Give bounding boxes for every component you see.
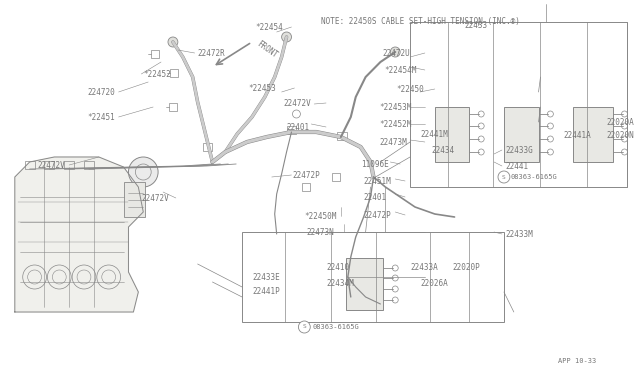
Text: 11096E: 11096E (361, 160, 388, 169)
Circle shape (498, 171, 510, 183)
Circle shape (282, 32, 291, 42)
Bar (504, 107, 538, 162)
Text: 22026A: 22026A (420, 279, 448, 288)
Text: 08363-6165G: 08363-6165G (511, 174, 557, 180)
Bar (84, 161, 94, 169)
Text: 22433: 22433 (465, 20, 488, 29)
Text: *22454M: *22454M (385, 65, 417, 74)
Text: 22401: 22401 (364, 192, 387, 202)
Text: 22473N: 22473N (307, 228, 334, 237)
Text: 22441A: 22441A (563, 131, 591, 140)
Text: 22472U: 22472U (383, 48, 410, 58)
Bar (25, 161, 35, 169)
Text: 22433E: 22433E (252, 273, 280, 282)
Text: *22454: *22454 (255, 22, 283, 32)
Text: 22451M: 22451M (364, 176, 392, 186)
Text: 22472P: 22472P (364, 211, 392, 219)
Text: 22441: 22441 (506, 161, 529, 170)
Bar (44, 161, 54, 169)
Text: *22451: *22451 (87, 112, 115, 122)
Text: *22453: *22453 (248, 83, 276, 93)
Text: 22410: 22410 (326, 263, 349, 272)
Bar (346, 258, 383, 310)
Bar (151, 50, 159, 58)
Bar (332, 173, 340, 181)
Text: 22433G: 22433G (506, 145, 534, 154)
Text: 22441M: 22441M (420, 129, 448, 138)
Text: 22020A: 22020A (607, 118, 634, 126)
Text: *22453M: *22453M (380, 103, 412, 112)
Bar (337, 132, 347, 140)
Bar (435, 107, 469, 162)
Bar (573, 107, 612, 162)
Text: NOTE: 22450S CABLE SET-HIGH TENSION (INC.®): NOTE: 22450S CABLE SET-HIGH TENSION (INC… (321, 17, 520, 26)
Text: 22472V: 22472V (284, 99, 311, 108)
Text: *22450M: *22450M (305, 212, 337, 221)
Text: *22450: *22450 (396, 84, 424, 93)
Text: 22441P: 22441P (252, 288, 280, 296)
Bar (242, 232, 504, 322)
Text: *22452M: *22452M (380, 119, 412, 128)
Bar (64, 161, 74, 169)
Text: 22472R: 22472R (198, 48, 225, 58)
Bar (410, 22, 627, 187)
Text: 22473M: 22473M (380, 138, 407, 147)
Text: S: S (502, 174, 506, 180)
Text: 22434M: 22434M (326, 279, 354, 288)
Text: 22472P: 22472P (292, 170, 320, 180)
Circle shape (390, 47, 400, 57)
Text: 22020N: 22020N (607, 131, 634, 140)
Text: 22472V: 22472V (141, 193, 169, 202)
Text: FRONT: FRONT (255, 40, 279, 60)
Bar (203, 143, 212, 151)
Text: 08363-6165G: 08363-6165G (312, 324, 359, 330)
Polygon shape (15, 157, 143, 312)
Text: *22452: *22452 (143, 70, 171, 78)
Text: 22472V: 22472V (38, 160, 65, 170)
Bar (170, 69, 178, 77)
Text: 224720: 224720 (87, 87, 115, 96)
Bar (302, 183, 310, 191)
Circle shape (129, 157, 158, 187)
Circle shape (168, 37, 178, 47)
Circle shape (298, 321, 310, 333)
Text: S: S (303, 324, 306, 330)
Text: 22020P: 22020P (452, 263, 480, 272)
Bar (169, 103, 177, 111)
Text: 22434: 22434 (432, 145, 455, 154)
Text: 22401: 22401 (287, 122, 310, 131)
Bar (287, 126, 296, 134)
Bar (124, 182, 145, 217)
Text: APP 10-33: APP 10-33 (558, 358, 596, 364)
Text: 22433A: 22433A (410, 263, 438, 272)
Text: 22433M: 22433M (506, 230, 534, 238)
